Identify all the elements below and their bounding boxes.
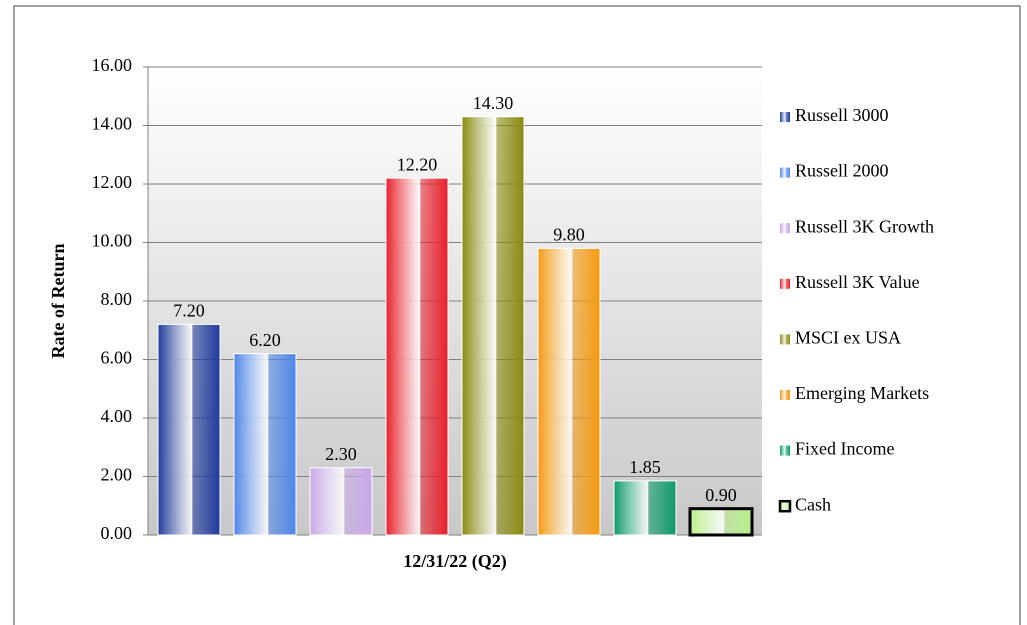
legend-label: Cash bbox=[795, 494, 831, 514]
legend-marker bbox=[780, 390, 790, 400]
legend-label: Emerging Markets bbox=[795, 383, 929, 403]
bar bbox=[688, 507, 754, 537]
legend-label: Russell 3000 bbox=[795, 105, 889, 125]
y-tick-label: 0.00 bbox=[101, 523, 133, 543]
y-tick-label: 10.00 bbox=[92, 231, 133, 251]
legend-marker bbox=[780, 334, 790, 345]
data-label: 6.20 bbox=[249, 330, 281, 350]
legend-label: MSCI ex USA bbox=[795, 328, 901, 348]
bar bbox=[613, 480, 677, 536]
bar bbox=[537, 247, 601, 536]
data-label: 1.85 bbox=[629, 457, 661, 477]
bar bbox=[309, 467, 373, 536]
legend-label: Fixed Income bbox=[795, 439, 894, 459]
bar bbox=[385, 177, 449, 536]
data-label: 12.20 bbox=[397, 154, 438, 174]
y-tick-label: 6.00 bbox=[101, 348, 133, 368]
x-tick-label: 12/31/22 (Q2) bbox=[403, 551, 507, 572]
legend-label: Russell 3K Value bbox=[795, 272, 920, 292]
y-tick-label: 2.00 bbox=[101, 465, 133, 485]
legend-marker bbox=[780, 223, 790, 234]
y-tick-label: 12.00 bbox=[92, 172, 133, 192]
data-label: 9.80 bbox=[553, 224, 585, 244]
bar bbox=[233, 353, 297, 536]
legend-marker bbox=[780, 278, 790, 289]
y-tick-label: 14.00 bbox=[92, 114, 133, 134]
legend-label: Russell 2000 bbox=[795, 161, 889, 181]
y-axis-label: Rate of Return bbox=[48, 244, 68, 359]
data-label: 0.90 bbox=[705, 485, 737, 505]
legend-label: Russell 3K Growth bbox=[795, 216, 934, 236]
y-tick-label: 16.00 bbox=[92, 55, 133, 75]
y-tick-label: 8.00 bbox=[101, 289, 133, 309]
frame bbox=[13, 5, 1021, 625]
bar bbox=[157, 323, 221, 536]
legend-marker bbox=[780, 167, 790, 178]
y-tick-label: 4.00 bbox=[101, 406, 133, 426]
legend-marker bbox=[780, 112, 790, 122]
data-label: 14.30 bbox=[473, 93, 514, 113]
legend-marker bbox=[780, 445, 790, 456]
legend-marker bbox=[778, 499, 792, 513]
data-label: 7.20 bbox=[173, 301, 205, 321]
data-label: 2.30 bbox=[325, 444, 357, 464]
bar bbox=[461, 116, 525, 536]
